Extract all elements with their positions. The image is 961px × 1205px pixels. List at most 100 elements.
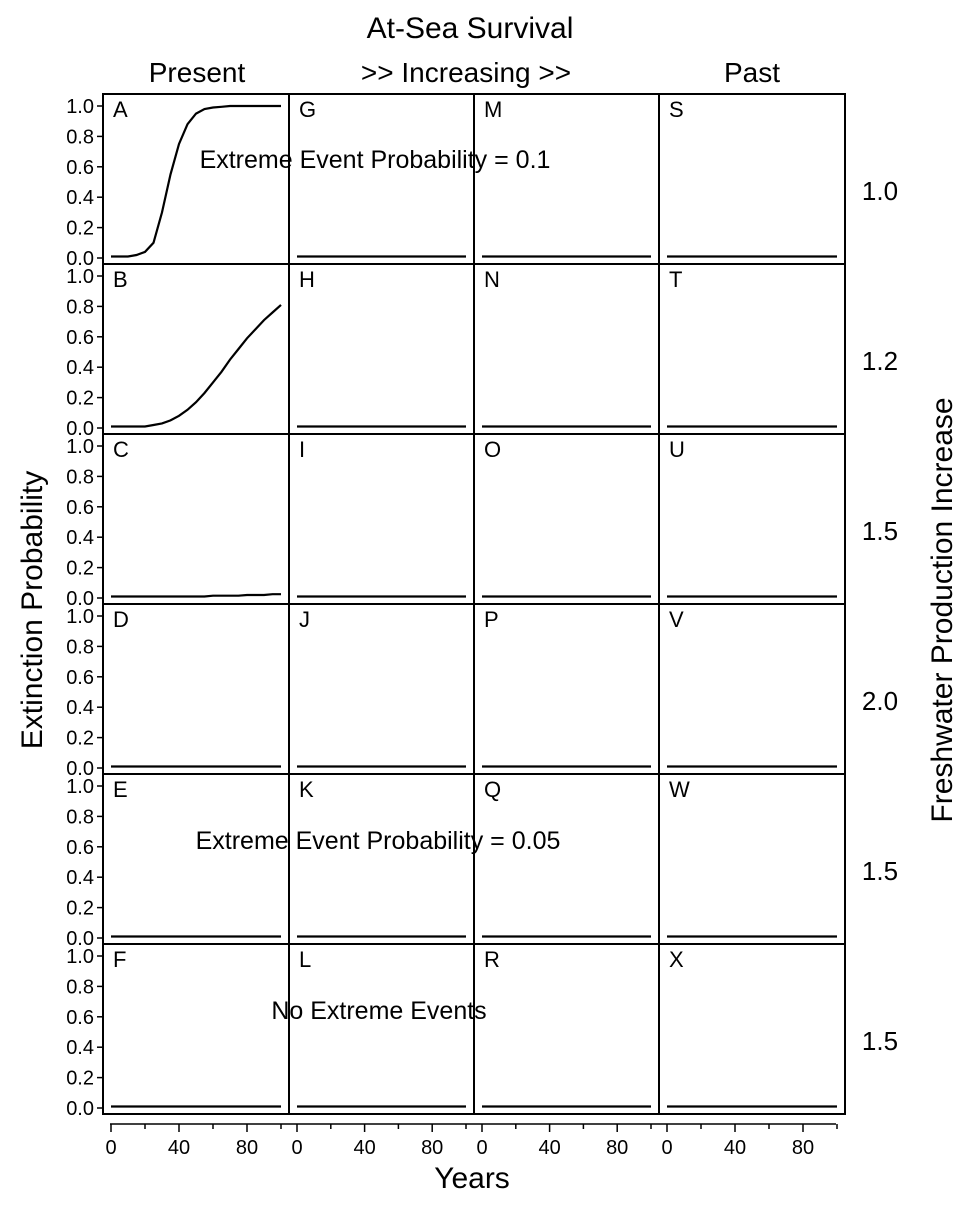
panel-letter-f: F bbox=[113, 947, 126, 972]
panel-frame-c bbox=[102, 433, 290, 605]
y-tick-label: 0.0 bbox=[66, 418, 94, 440]
y-axis-label: Extinction Probability bbox=[16, 471, 49, 749]
panel-letter-o: O bbox=[484, 437, 501, 462]
y-tick-label: 0.4 bbox=[66, 867, 94, 889]
panel-grid: A B C D E F G H I J K L M N O P Q R S T U V W X 0.0 0.2 0.4 0.6 0.8 1… bbox=[66, 93, 898, 1159]
y-tick-label: 0.0 bbox=[66, 928, 94, 950]
panel-letter-r: R bbox=[484, 947, 500, 972]
panel-frame-j bbox=[288, 603, 475, 775]
series-line-a bbox=[111, 104, 281, 258]
panel-letter-e: E bbox=[113, 777, 128, 802]
y-tick-label: 0.2 bbox=[66, 388, 94, 410]
panel-frame-d bbox=[102, 603, 290, 775]
right-axis-label: Freshwater Production Increase bbox=[926, 397, 959, 822]
annotation-extreme-event-0-05: Extreme Event Probability = 0.05 bbox=[196, 827, 561, 855]
row-label: 1.5 bbox=[862, 856, 898, 886]
row-label: 1.0 bbox=[862, 176, 898, 206]
panel-letter-s: S bbox=[669, 97, 684, 122]
row-label: 1.5 bbox=[862, 516, 898, 546]
panel-frame-e bbox=[102, 773, 290, 945]
panel-letter-h: H bbox=[299, 267, 315, 292]
panel-frame-q bbox=[473, 773, 660, 945]
y-tick-label: 0.6 bbox=[66, 1007, 94, 1029]
panel-frame-b bbox=[102, 263, 290, 435]
annotation-extreme-event-0-1: Extreme Event Probability = 0.1 bbox=[200, 146, 551, 174]
y-tick-label: 0.4 bbox=[66, 1037, 94, 1059]
x-tick-label: 80 bbox=[421, 1137, 443, 1159]
x-tick-label: 80 bbox=[236, 1137, 258, 1159]
y-tick-label: 0.4 bbox=[66, 527, 94, 549]
panel-letter-t: T bbox=[669, 267, 682, 292]
y-tick-label: 1.0 bbox=[66, 266, 94, 288]
y-tick-label: 0.0 bbox=[66, 588, 94, 610]
y-tick-label: 0.4 bbox=[66, 697, 94, 719]
y-tick-label: 0.6 bbox=[66, 497, 94, 519]
y-tick-label: 0.6 bbox=[66, 157, 94, 179]
row-label: 1.2 bbox=[862, 346, 898, 376]
row-label: 2.0 bbox=[862, 686, 898, 716]
series-line-c bbox=[111, 593, 281, 598]
panel-letter-g: G bbox=[299, 97, 316, 122]
x-tick-label: 40 bbox=[168, 1137, 190, 1159]
y-tick-label: 0.0 bbox=[66, 758, 94, 780]
y-tick-label: 0.2 bbox=[66, 218, 94, 240]
y-tick-label: 0.8 bbox=[66, 466, 94, 488]
y-tick-label: 0.8 bbox=[66, 976, 94, 998]
panel-letter-x: X bbox=[669, 947, 684, 972]
x-tick-label: 40 bbox=[353, 1137, 375, 1159]
panel-letter-i: I bbox=[299, 437, 305, 462]
x-tick-label: 40 bbox=[538, 1137, 560, 1159]
panel-frame-s bbox=[658, 93, 846, 265]
y-tick-label: 0.0 bbox=[66, 248, 94, 270]
panel-letter-n: N bbox=[484, 267, 500, 292]
panel-letter-l: L bbox=[299, 947, 311, 972]
panel-frame-t bbox=[658, 263, 846, 435]
y-tick-label: 0.2 bbox=[66, 558, 94, 580]
y-tick-label: 0.8 bbox=[66, 636, 94, 658]
column-header-present: Present bbox=[149, 57, 246, 88]
y-tick-label: 0.4 bbox=[66, 357, 94, 379]
panel-frame-n bbox=[473, 263, 660, 435]
panel-letter-d: D bbox=[113, 607, 129, 632]
panel-frame-v bbox=[658, 603, 846, 775]
panel-frame-k bbox=[288, 773, 475, 945]
panel-frame-p bbox=[473, 603, 660, 775]
panel-frame-r bbox=[473, 943, 660, 1115]
x-tick-label: 0 bbox=[476, 1137, 487, 1159]
y-tick-label: 1.0 bbox=[66, 946, 94, 968]
y-tick-label: 0.6 bbox=[66, 327, 94, 349]
y-tick-label: 1.0 bbox=[66, 96, 94, 118]
y-tick-label: 1.0 bbox=[66, 606, 94, 628]
panel-letter-j: J bbox=[299, 607, 310, 632]
x-axis-label: Years bbox=[434, 1162, 510, 1195]
panel-frame-a bbox=[102, 93, 290, 265]
panel-letter-c: C bbox=[113, 437, 129, 462]
y-tick-label: 0.2 bbox=[66, 1068, 94, 1090]
panel-letter-w: W bbox=[669, 777, 690, 802]
x-tick-label: 80 bbox=[792, 1137, 814, 1159]
panel-letter-a: A bbox=[113, 97, 128, 122]
y-tick-label: 1.0 bbox=[66, 776, 94, 798]
x-tick-label: 0 bbox=[105, 1137, 116, 1159]
series-line-b bbox=[111, 304, 282, 428]
panel-letter-q: Q bbox=[484, 777, 501, 802]
panel-frame-l bbox=[288, 943, 475, 1115]
annotation-no-extreme-events: No Extreme Events bbox=[271, 997, 486, 1025]
y-tick-label: 0.2 bbox=[66, 898, 94, 920]
panel-frame-x bbox=[658, 943, 846, 1115]
y-tick-label: 1.0 bbox=[66, 436, 94, 458]
panel-letter-v: V bbox=[669, 607, 684, 632]
y-tick-label: 0.6 bbox=[66, 667, 94, 689]
row-label: 1.5 bbox=[862, 1026, 898, 1056]
y-tick-label: 0.0 bbox=[66, 1098, 94, 1120]
y-tick-label: 0.8 bbox=[66, 296, 94, 318]
x-tick-label: 80 bbox=[606, 1137, 628, 1159]
panel-letter-u: U bbox=[669, 437, 685, 462]
y-tick-label: 0.8 bbox=[66, 126, 94, 148]
column-header-past: Past bbox=[724, 57, 780, 88]
panel-letter-m: M bbox=[484, 97, 502, 122]
y-tick-label: 0.8 bbox=[66, 806, 94, 828]
chart-title: At-Sea Survival bbox=[367, 12, 574, 45]
y-tick-label: 0.6 bbox=[66, 837, 94, 859]
